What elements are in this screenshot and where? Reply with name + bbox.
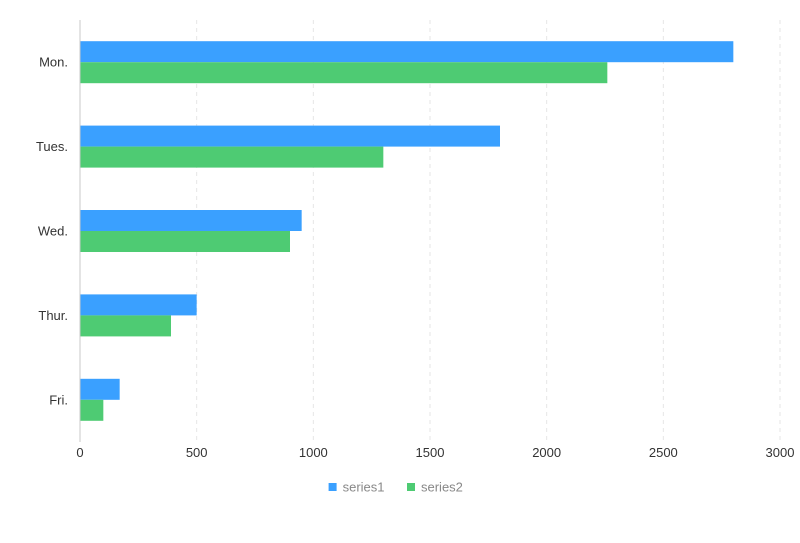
x-tick-label: 1000 bbox=[299, 445, 328, 460]
x-tick-label: 500 bbox=[186, 445, 208, 460]
legend-item-series2[interactable]: series2 bbox=[407, 480, 463, 495]
y-tick-label: Fri. bbox=[49, 392, 68, 407]
x-tick-label: 1500 bbox=[416, 445, 445, 460]
y-tick-label: Mon. bbox=[39, 55, 68, 70]
bar[interactable] bbox=[80, 41, 734, 63]
legend[interactable]: series1 series2 bbox=[328, 480, 463, 495]
legend-item-series1[interactable]: series1 bbox=[328, 480, 385, 495]
bar[interactable] bbox=[80, 62, 608, 84]
x-tick-label: 0 bbox=[76, 445, 83, 460]
legend-label: series1 bbox=[343, 480, 385, 495]
bar[interactable] bbox=[80, 315, 171, 337]
bar[interactable] bbox=[80, 146, 384, 168]
x-tick-label: 3000 bbox=[766, 445, 795, 460]
bar[interactable] bbox=[80, 125, 500, 147]
axes: Mon. Tues. Wed. Thur. Fri. 0 500 1000 1500 2000 25… bbox=[36, 20, 794, 460]
y-tick-label: Tues. bbox=[36, 139, 68, 154]
x-tick-label: 2500 bbox=[649, 445, 678, 460]
legend-swatch bbox=[328, 483, 337, 491]
bars bbox=[80, 41, 734, 421]
y-tick-label: Thur. bbox=[38, 308, 68, 323]
bar[interactable] bbox=[80, 231, 290, 252]
legend-swatch bbox=[407, 483, 415, 491]
bar[interactable] bbox=[80, 399, 104, 421]
bar[interactable] bbox=[80, 378, 120, 400]
x-tick-label: 2000 bbox=[532, 445, 561, 460]
legend-label: series2 bbox=[421, 480, 463, 495]
y-tick-label: Wed. bbox=[38, 224, 68, 239]
bar[interactable] bbox=[80, 210, 302, 231]
bar[interactable] bbox=[80, 294, 197, 316]
